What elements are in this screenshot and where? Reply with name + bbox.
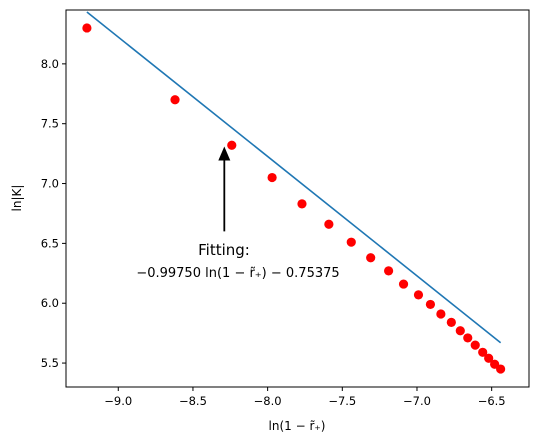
- plot-frame: [65, 9, 530, 388]
- data-point: [82, 23, 92, 33]
- fit-line: [86, 11, 502, 344]
- data-point: [496, 364, 506, 374]
- data-point: [470, 340, 480, 350]
- y-tick-label: 7.0: [41, 177, 59, 191]
- x-axis-ticks: −9.0 −8.5 −8.0 −7.5 −7.0 −6.5: [104, 387, 506, 408]
- x-tick-label: −7.5: [328, 394, 356, 408]
- data-point: [455, 326, 465, 336]
- y-tick-label: 6.0: [41, 296, 59, 310]
- annotation-formula: −0.99750 ln(1 − r̃₊) − 0.75375: [136, 266, 339, 281]
- y-tick-label: 5.5: [41, 356, 59, 370]
- annotation-title: Fitting:: [198, 241, 250, 259]
- data-point: [463, 333, 473, 343]
- data-point: [170, 95, 180, 105]
- x-tick-label: −9.0: [104, 394, 132, 408]
- y-axis-ticks: 5.5 6.0 6.5 7.0 7.5 8.0: [41, 57, 66, 370]
- data-point: [384, 266, 394, 276]
- data-point: [446, 317, 456, 327]
- y-axis-label: ln|K|: [10, 185, 24, 212]
- x-tick-label: −8.0: [254, 394, 282, 408]
- data-points-layer: [82, 23, 506, 374]
- y-tick-label: 8.0: [41, 57, 59, 71]
- annotation-layer: Fitting: −0.99750 ln(1 − r̃₊) − 0.75375: [136, 146, 340, 281]
- fit-line-layer: [86, 11, 502, 344]
- data-point: [324, 219, 334, 229]
- data-point: [413, 290, 424, 300]
- data-point: [366, 253, 376, 263]
- x-tick-label: −8.5: [179, 394, 207, 408]
- data-point: [267, 172, 277, 183]
- annotation-arrow-head: [218, 146, 231, 161]
- x-tick-label: −7.0: [403, 394, 431, 408]
- data-point: [398, 279, 409, 289]
- x-axis-label: ln(1 − r̃₊): [269, 419, 326, 433]
- data-point: [297, 199, 307, 209]
- data-point: [436, 309, 446, 319]
- data-point: [425, 299, 436, 310]
- data-point: [484, 353, 494, 363]
- data-point: [478, 347, 488, 357]
- y-tick-label: 6.5: [41, 236, 59, 250]
- data-point: [346, 237, 356, 247]
- y-tick-label: 7.5: [41, 117, 59, 131]
- data-point: [227, 140, 237, 150]
- x-tick-label: −6.5: [478, 394, 506, 408]
